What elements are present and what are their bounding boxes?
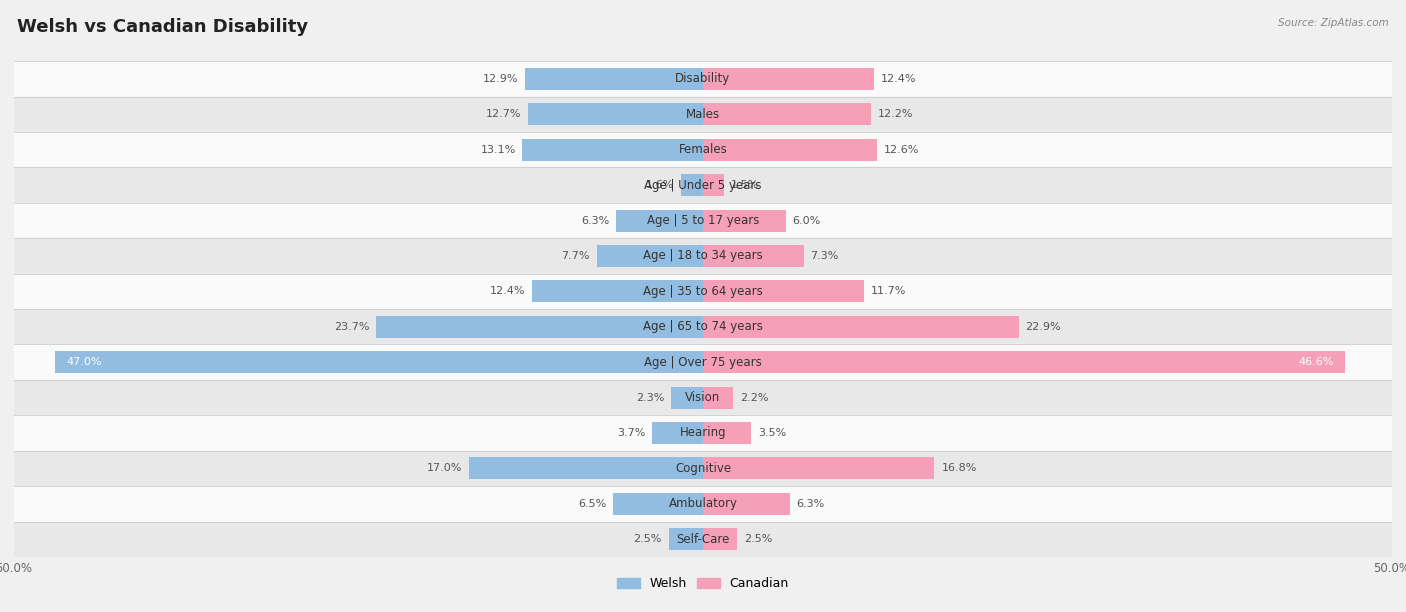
Bar [703,245,804,267]
Bar [652,422,703,444]
Text: 2.5%: 2.5% [633,534,662,544]
Text: Age | 5 to 17 years: Age | 5 to 17 years [647,214,759,227]
Bar [468,457,703,479]
Text: 12.6%: 12.6% [883,144,920,155]
Text: Self-Care: Self-Care [676,532,730,546]
Text: 22.9%: 22.9% [1025,322,1062,332]
Text: 2.2%: 2.2% [740,392,769,403]
Bar [14,203,1392,238]
Bar [14,521,1392,557]
Bar [703,351,1346,373]
Text: 1.5%: 1.5% [731,180,759,190]
Bar [703,493,790,515]
Text: Age | Under 5 years: Age | Under 5 years [644,179,762,192]
Text: 12.4%: 12.4% [880,74,917,84]
Bar [703,387,734,409]
Text: 23.7%: 23.7% [335,322,370,332]
Bar [14,416,1392,450]
Text: Males: Males [686,108,720,121]
Text: 3.5%: 3.5% [758,428,786,438]
Text: Age | 65 to 74 years: Age | 65 to 74 years [643,320,763,334]
Bar [703,422,751,444]
Bar [14,238,1392,274]
Text: 1.6%: 1.6% [645,180,673,190]
Bar [14,132,1392,168]
Bar [703,68,875,90]
Bar [14,97,1392,132]
Bar [14,61,1392,97]
Bar [526,68,703,90]
Text: 11.7%: 11.7% [872,286,907,296]
Bar [529,103,703,125]
Bar [703,139,876,161]
Bar [14,450,1392,486]
Text: Age | 18 to 34 years: Age | 18 to 34 years [643,250,763,263]
Text: Ambulatory: Ambulatory [668,498,738,510]
Legend: Welsh, Canadian: Welsh, Canadian [612,572,794,595]
Bar [523,139,703,161]
Text: 2.5%: 2.5% [744,534,773,544]
Text: Age | 35 to 64 years: Age | 35 to 64 years [643,285,763,298]
Text: Hearing: Hearing [679,427,727,439]
Text: 16.8%: 16.8% [942,463,977,474]
Bar [613,493,703,515]
Text: Cognitive: Cognitive [675,462,731,475]
Text: 13.1%: 13.1% [481,144,516,155]
Text: 12.4%: 12.4% [489,286,526,296]
Bar [703,528,738,550]
Bar [681,174,703,196]
Text: 6.0%: 6.0% [793,215,821,226]
Bar [14,309,1392,345]
Text: 6.3%: 6.3% [581,215,609,226]
Bar [377,316,703,338]
Bar [14,345,1392,380]
Bar [703,209,786,231]
Text: 17.0%: 17.0% [426,463,463,474]
Bar [531,280,703,302]
Bar [671,387,703,409]
Text: 12.9%: 12.9% [482,74,519,84]
Bar [14,168,1392,203]
Text: Disability: Disability [675,72,731,86]
Text: 12.7%: 12.7% [485,110,522,119]
Bar [703,103,872,125]
Bar [598,245,703,267]
Text: 3.7%: 3.7% [617,428,645,438]
Text: Vision: Vision [685,391,721,404]
Text: 7.7%: 7.7% [561,251,591,261]
Bar [669,528,703,550]
Text: Females: Females [679,143,727,156]
Text: Source: ZipAtlas.com: Source: ZipAtlas.com [1278,18,1389,28]
Bar [14,274,1392,309]
Bar [703,280,865,302]
Bar [14,486,1392,521]
Text: Welsh vs Canadian Disability: Welsh vs Canadian Disability [17,18,308,36]
Bar [703,316,1018,338]
Text: 6.5%: 6.5% [578,499,606,509]
Bar [703,457,935,479]
Bar [55,351,703,373]
Bar [14,380,1392,416]
Text: 7.3%: 7.3% [810,251,839,261]
Bar [703,174,724,196]
Text: 47.0%: 47.0% [66,357,101,367]
Bar [616,209,703,231]
Text: Age | Over 75 years: Age | Over 75 years [644,356,762,368]
Text: 12.2%: 12.2% [877,110,914,119]
Text: 2.3%: 2.3% [636,392,665,403]
Text: 6.3%: 6.3% [797,499,825,509]
Text: 46.6%: 46.6% [1299,357,1334,367]
